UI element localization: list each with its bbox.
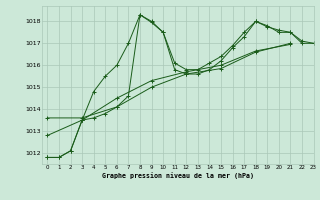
X-axis label: Graphe pression niveau de la mer (hPa): Graphe pression niveau de la mer (hPa)	[102, 172, 253, 179]
